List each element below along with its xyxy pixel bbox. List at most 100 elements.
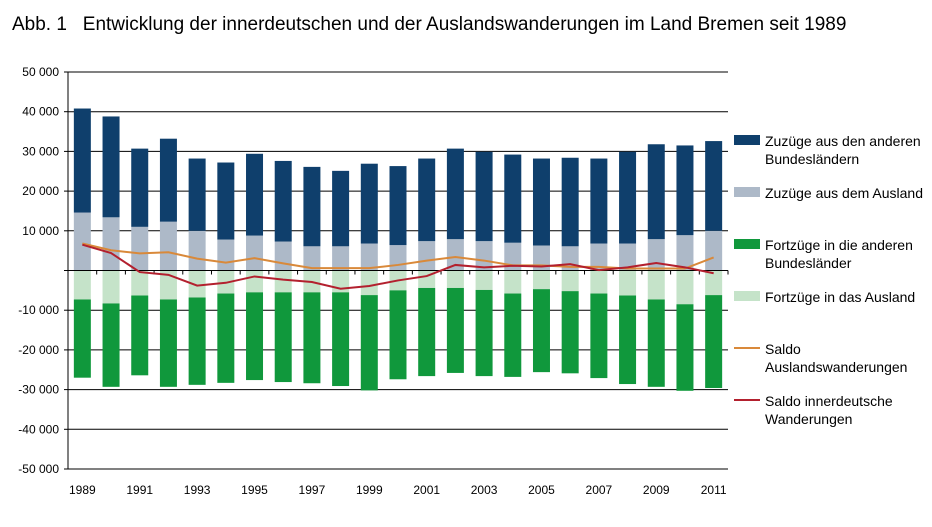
bar-zuz-ge-aus-dem-ausland	[332, 246, 350, 271]
y-tick-label: -30 000	[18, 383, 59, 397]
bar-zuz-ge-aus-dem-ausland	[360, 243, 378, 271]
legend-swatch	[734, 135, 760, 145]
x-tick-label: 2001	[413, 483, 440, 497]
bar-fortz-ge-in-das-ausland	[131, 270, 149, 296]
bar-zuz-ge-aus-dem-ausland	[532, 245, 550, 271]
x-tick-label: 2007	[586, 483, 613, 497]
y-tick-label: -10 000	[18, 303, 59, 317]
legend-item-zuzuege-bundeslaender: Zuzüge aus den anderen Bundesländern	[734, 132, 932, 184]
bar-fortz-ge-in-die-anderen-bundesl-nder	[303, 292, 321, 384]
x-tick-label: 1991	[126, 483, 153, 497]
x-tick-label: 2011	[701, 483, 727, 497]
bar-zuz-ge-aus-den-anderen-bundesl-ndern	[303, 166, 321, 247]
legend-label: Fortzüge in das Ausland	[765, 289, 916, 305]
bar-fortz-ge-in-die-anderen-bundesl-nder	[647, 299, 665, 387]
bar-zuz-ge-aus-den-anderen-bundesl-ndern	[332, 170, 350, 247]
legend-label: Zuzüge aus den anderen Bundesländern	[765, 133, 921, 167]
x-tick-label: 2005	[528, 483, 555, 497]
x-tick-label: 1989	[69, 483, 96, 497]
legend-line-swatch	[734, 347, 760, 349]
bar-fortz-ge-in-die-anderen-bundesl-nder	[676, 304, 694, 391]
bar-zuz-ge-aus-dem-ausland	[705, 230, 723, 271]
y-tick-label: 40 000	[22, 105, 59, 119]
bar-fortz-ge-in-die-anderen-bundesl-nder	[360, 295, 378, 391]
legend-swatch	[734, 291, 760, 301]
bar-zuz-ge-aus-dem-ausland	[446, 239, 464, 271]
bar-zuz-ge-aus-dem-ausland	[188, 230, 206, 271]
bar-zuz-ge-aus-den-anderen-bundesl-ndern	[73, 108, 91, 213]
bar-zuz-ge-aus-dem-ausland	[475, 241, 493, 271]
y-tick-label: 30 000	[22, 144, 59, 158]
legend-item-saldo-innerdeutsch: Saldo innerdeutsche Wanderungen	[734, 392, 932, 444]
bar-fortz-ge-in-das-ausland	[561, 270, 579, 292]
bar-fortz-ge-in-die-anderen-bundesl-nder	[619, 295, 637, 385]
bar-zuz-ge-aus-den-anderen-bundesl-ndern	[274, 160, 292, 242]
legend-item-fortzuege-bundeslaender: Fortzüge in die anderen Bundesländer	[734, 236, 932, 288]
bar-fortz-ge-in-das-ausland	[446, 270, 464, 288]
bar-zuz-ge-aus-dem-ausland	[217, 239, 235, 271]
bar-zuz-ge-aus-dem-ausland	[102, 217, 120, 271]
legend-label: Saldo innerdeutsche Wanderungen	[765, 393, 893, 427]
chart-title: Abb. 1 Entwicklung der innerdeutschen un…	[12, 14, 847, 35]
bar-zuz-ge-aus-den-anderen-bundesl-ndern	[532, 158, 550, 246]
bar-zuz-ge-aus-dem-ausland	[590, 243, 608, 271]
bar-zuz-ge-aus-den-anderen-bundesl-ndern	[188, 158, 206, 231]
bar-fortz-ge-in-die-anderen-bundesl-nder	[274, 292, 292, 383]
bar-fortz-ge-in-das-ausland	[274, 270, 292, 293]
y-tick-label: -50 000	[18, 462, 59, 476]
bar-fortz-ge-in-das-ausland	[647, 270, 665, 300]
bar-fortz-ge-in-das-ausland	[619, 270, 637, 296]
bar-zuz-ge-aus-den-anderen-bundesl-ndern	[705, 141, 723, 231]
line-saldo-auslandswanderungen	[82, 242, 715, 270]
x-tick-label: 1999	[356, 483, 383, 497]
legend-item-zuzuege-ausland: Zuzüge aus dem Ausland	[734, 184, 932, 236]
x-tick-label: 1997	[299, 483, 326, 497]
bar-zuz-ge-aus-dem-ausland	[159, 221, 177, 271]
x-tick-label: 1995	[241, 483, 268, 497]
line-saldo-innerdeutsche-wanderungen	[82, 243, 714, 290]
bar-zuz-ge-aus-dem-ausland	[246, 235, 264, 271]
y-tick-label: 20 000	[22, 184, 59, 198]
bar-zuz-ge-aus-den-anderen-bundesl-ndern	[217, 162, 235, 240]
legend-item-fortzuege-ausland: Fortzüge in das Ausland	[734, 288, 932, 340]
legend-label: Zuzüge aus dem Ausland	[765, 185, 923, 201]
bar-fortz-ge-in-die-anderen-bundesl-nder	[131, 295, 149, 376]
bar-fortz-ge-in-die-anderen-bundesl-nder	[73, 299, 91, 378]
bar-zuz-ge-aus-dem-ausland	[647, 239, 665, 271]
bar-fortz-ge-in-die-anderen-bundesl-nder	[102, 303, 120, 387]
bar-fortz-ge-in-das-ausland	[73, 270, 91, 300]
legend-line-swatch	[734, 399, 760, 401]
bar-fortz-ge-in-die-anderen-bundesl-nder	[561, 291, 579, 374]
bar-fortz-ge-in-das-ausland	[159, 270, 177, 300]
bar-fortz-ge-in-die-anderen-bundesl-nder	[389, 290, 407, 380]
bar-fortz-ge-in-das-ausland	[705, 270, 723, 296]
bar-zuz-ge-aus-den-anderen-bundesl-ndern	[246, 153, 264, 236]
bar-zuz-ge-aus-dem-ausland	[504, 242, 522, 271]
y-tick-label: -40 000	[18, 422, 59, 436]
bar-fortz-ge-in-die-anderen-bundesl-nder	[188, 297, 206, 385]
bar-fortz-ge-in-das-ausland	[676, 270, 694, 305]
bar-fortz-ge-in-die-anderen-bundesl-nder	[217, 293, 235, 383]
bar-fortz-ge-in-die-anderen-bundesl-nder	[159, 299, 177, 387]
bar-fortz-ge-in-das-ausland	[590, 270, 608, 294]
legend-swatch	[734, 187, 760, 197]
bar-zuz-ge-aus-den-anderen-bundesl-ndern	[590, 158, 608, 244]
bar-zuz-ge-aus-den-anderen-bundesl-ndern	[647, 144, 665, 240]
bar-zuz-ge-aus-den-anderen-bundesl-ndern	[475, 151, 493, 242]
legend-swatch	[734, 239, 760, 249]
legend-item-saldo-ausland: Saldo Auslandswanderungen	[734, 340, 932, 392]
y-tick-label: 10 000	[22, 224, 59, 238]
bar-zuz-ge-aus-den-anderen-bundesl-ndern	[619, 151, 637, 244]
bar-fortz-ge-in-die-anderen-bundesl-nder	[705, 295, 723, 389]
bar-zuz-ge-aus-dem-ausland	[418, 241, 436, 271]
bar-zuz-ge-aus-den-anderen-bundesl-ndern	[418, 158, 436, 242]
bar-zuz-ge-aus-dem-ausland	[73, 212, 91, 271]
bar-zuz-ge-aus-den-anderen-bundesl-ndern	[389, 166, 407, 246]
bar-fortz-ge-in-das-ausland	[532, 270, 550, 290]
bar-fortz-ge-in-das-ausland	[188, 270, 206, 298]
bar-fortz-ge-in-die-anderen-bundesl-nder	[590, 293, 608, 379]
bar-zuz-ge-aus-dem-ausland	[389, 245, 407, 271]
bar-zuz-ge-aus-dem-ausland	[676, 235, 694, 271]
bar-fortz-ge-in-die-anderen-bundesl-nder	[332, 292, 350, 387]
x-tick-label: 2003	[471, 483, 498, 497]
